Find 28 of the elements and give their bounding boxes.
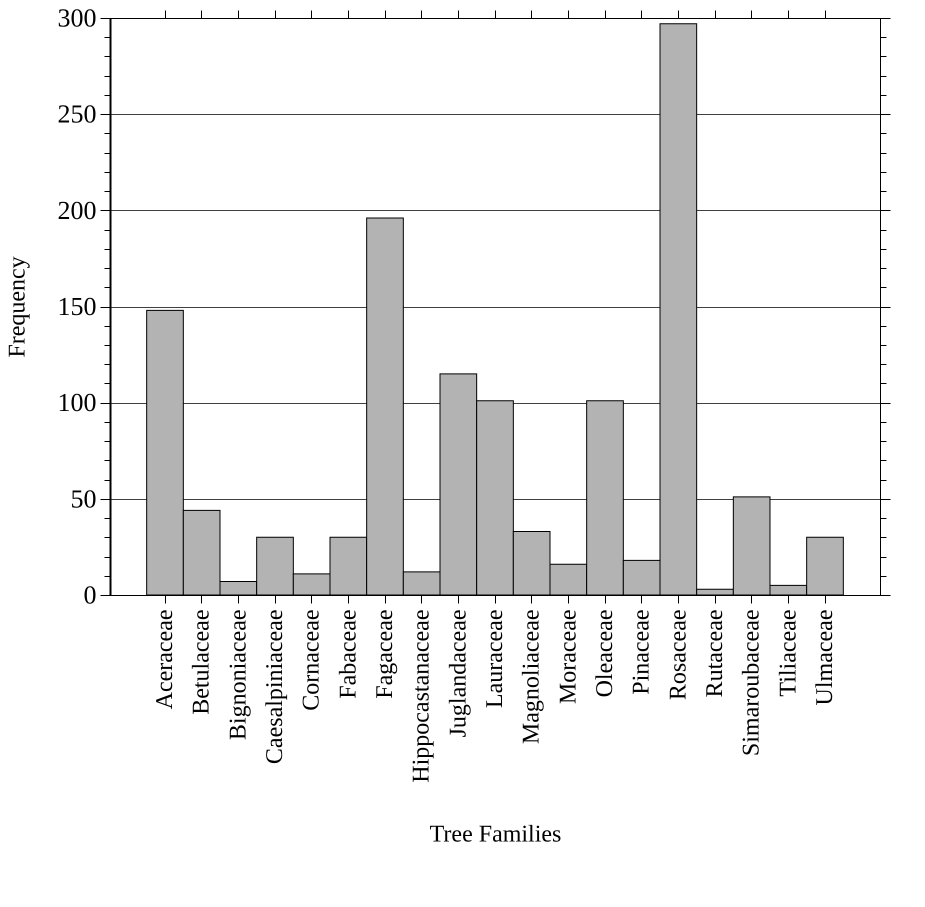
x-tick-label: Tiliaceae — [775, 610, 802, 697]
x-tick-label: Caesalpiniaceae — [262, 610, 288, 764]
x-tick-label: Simaroubaceae — [738, 610, 765, 756]
y-tick-label: 300 — [58, 4, 96, 32]
x-tick-label: Ulmaceae — [812, 610, 838, 706]
x-tick-label: Bignoniaceae — [225, 610, 252, 740]
x-tick-label: Betulaceae — [188, 610, 215, 715]
x-tick-label: Moraceae — [555, 610, 582, 704]
x-tick-label: Aceraceae — [152, 610, 178, 710]
y-tick-label: 50 — [70, 484, 96, 514]
y-tick-label: 250 — [58, 100, 96, 129]
y-tick-label: 100 — [58, 388, 96, 418]
y-tick-label: 150 — [58, 292, 96, 321]
x-tick-label: Rosaceae — [665, 610, 692, 700]
x-tick-label: Rutaceae — [702, 610, 728, 698]
x-tick-label: Juglandaceae — [445, 610, 472, 738]
x-tick-label: Cornaceae — [298, 610, 325, 711]
x-tick-label: Oleaceae — [592, 610, 618, 698]
x-tick-label: Hippocastanaceae — [408, 610, 435, 783]
x-tick-label: Fabaceae — [335, 610, 362, 699]
y-tick-label: 200 — [58, 196, 96, 225]
x-tick-label: Pinaceae — [628, 610, 655, 695]
y-axis-title: Frequency — [4, 256, 30, 358]
x-axis-title: Tree Families — [430, 822, 562, 848]
y-tick-label: 0 — [84, 580, 96, 610]
x-tick-label: Magnoliaceae — [518, 610, 545, 744]
x-tick-label: Fagaceae — [372, 610, 398, 699]
x-tick-label: Lauraceae — [482, 610, 508, 708]
